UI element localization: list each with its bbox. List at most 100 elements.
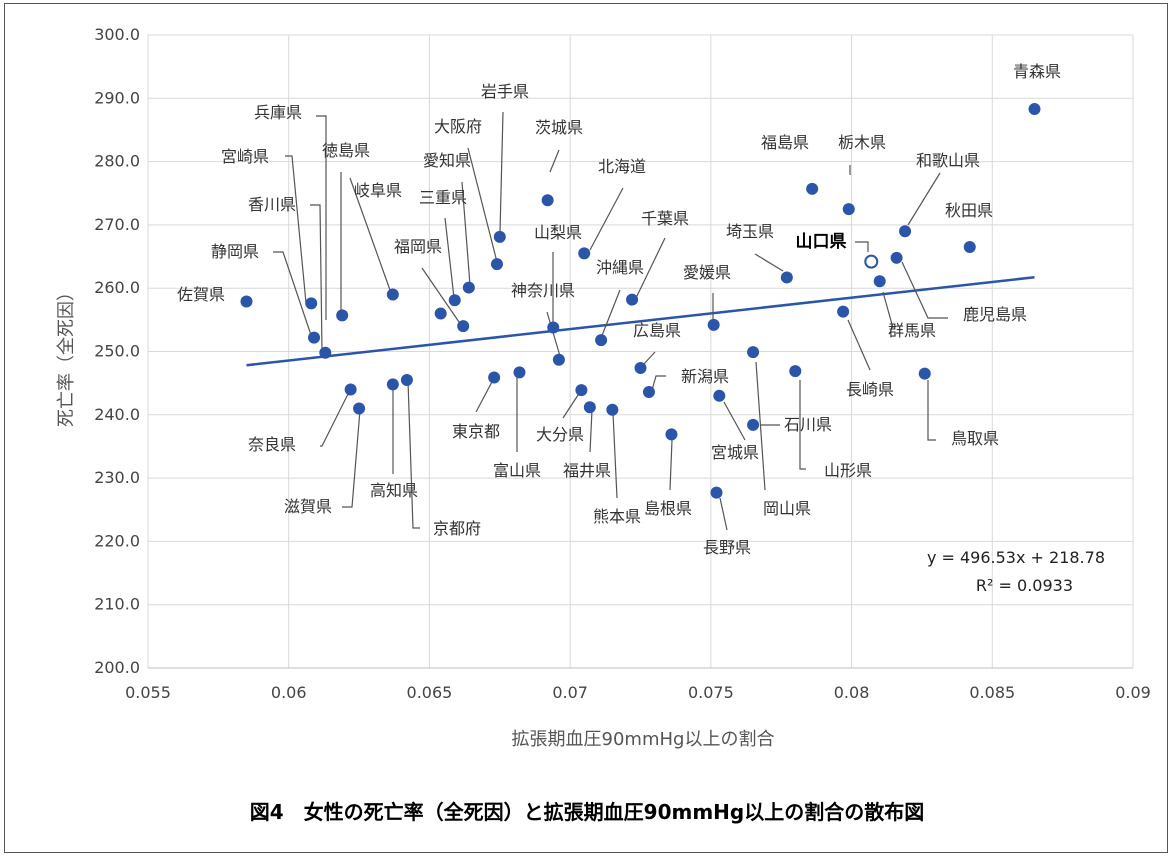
data-point [595, 334, 608, 347]
data-point [1028, 103, 1041, 116]
point-label: 和歌山県 [916, 151, 980, 170]
data-point [780, 271, 793, 284]
point-label: 大分県 [536, 425, 584, 444]
y-axis-title: 死亡率（全死因） [56, 283, 77, 427]
data-point [642, 386, 655, 399]
leader-line [855, 241, 869, 252]
leader-line [651, 375, 666, 391]
leader-line [719, 497, 728, 531]
x-tick-label: 0.07 [552, 683, 588, 702]
leader-line [847, 319, 871, 371]
point-label: 香川県 [248, 195, 296, 214]
x-tick-label: 0.065 [407, 683, 453, 702]
point-label: 山梨県 [534, 223, 582, 242]
leader-line [407, 380, 420, 529]
data-point [240, 295, 253, 308]
data-point [488, 371, 501, 384]
point-label: 北海道 [598, 157, 646, 176]
y-tick-label: 280.0 [94, 152, 140, 171]
leader-line [589, 187, 624, 251]
point-label: 福井県 [563, 461, 611, 480]
data-point [552, 353, 565, 366]
leader-line [901, 261, 948, 319]
data-point [842, 203, 855, 216]
point-label: 長野県 [703, 538, 751, 557]
data-point [490, 258, 503, 271]
point-label: 長崎県 [846, 380, 894, 399]
leader-line [310, 204, 323, 351]
point-label: 福岡県 [394, 237, 442, 256]
figure-frame [4, 3, 1168, 853]
data-point [513, 366, 526, 379]
point-label: 宮崎県 [221, 147, 269, 166]
point-label: 鳥取県 [951, 429, 999, 448]
point-label: 山形県 [824, 461, 872, 480]
data-point [448, 294, 461, 307]
point-label: 愛媛県 [683, 263, 731, 282]
data-point [665, 428, 678, 441]
y-tick-label: 200.0 [94, 658, 140, 677]
data-point [578, 247, 591, 260]
leader-line [755, 361, 766, 491]
data-point [789, 365, 802, 378]
data-point [344, 383, 357, 396]
leader-line [907, 172, 941, 226]
point-label: 沖縄県 [596, 258, 644, 277]
leader-line [642, 351, 656, 366]
leader-line [342, 409, 361, 508]
trend-r2: R² = 0.0933 [976, 576, 1073, 595]
point-yamaguchi [864, 254, 879, 269]
point-label: 埼玉県 [726, 222, 774, 241]
data-point [626, 293, 639, 306]
point-label: 京都府 [433, 519, 481, 538]
leader-line [349, 177, 391, 291]
data-point [918, 367, 931, 380]
x-tick-label: 0.055 [125, 683, 171, 702]
data-point [493, 230, 506, 243]
leader-line [320, 389, 351, 447]
data-point [400, 373, 413, 386]
leader-line [273, 251, 313, 339]
leader-line [723, 401, 746, 441]
x-tick-label: 0.085 [969, 683, 1015, 702]
data-point [899, 225, 912, 238]
y-tick-label: 240.0 [94, 405, 140, 424]
y-tick-label: 290.0 [94, 88, 140, 107]
leader-line [612, 412, 618, 499]
grid-layer [147, 34, 1134, 669]
figure-caption: 図4 女性の死亡率（全死因）と拡張期血圧90mmHg以上の割合の散布図 [249, 800, 925, 824]
leader-line [549, 149, 560, 173]
point-label: 三重県 [419, 188, 467, 207]
leader-lines [273, 111, 948, 531]
point-label: 島根県 [644, 499, 692, 518]
point-label: 兵庫県 [254, 103, 302, 122]
data-point [583, 401, 596, 414]
trendline [246, 276, 1035, 367]
point-label: 鹿児島県 [963, 305, 1027, 324]
leader-line [635, 237, 666, 299]
y-tick-label: 220.0 [94, 531, 140, 550]
point-label: 福島県 [761, 133, 809, 152]
point-label: 大阪府 [434, 117, 482, 136]
point-label: 広島県 [633, 321, 681, 340]
data-point [837, 305, 850, 318]
data-point [806, 182, 819, 195]
leader-line [475, 379, 494, 413]
y-tick-label: 250.0 [94, 342, 140, 361]
data-point [713, 389, 726, 402]
point-label: 群馬県 [888, 321, 936, 340]
x-tick-label: 0.06 [271, 683, 307, 702]
point-label: 熊本県 [593, 507, 641, 526]
point-label: 徳島県 [322, 141, 370, 160]
data-point [462, 281, 475, 294]
point-label: 新潟県 [681, 367, 729, 386]
x-tick-label: 0.075 [688, 683, 734, 702]
leader-line [600, 289, 621, 339]
leader-line [754, 253, 784, 272]
leader-line [285, 155, 307, 304]
data-point [541, 194, 554, 207]
data-point [305, 297, 318, 310]
leader-line [499, 111, 504, 233]
data-point [353, 402, 366, 415]
